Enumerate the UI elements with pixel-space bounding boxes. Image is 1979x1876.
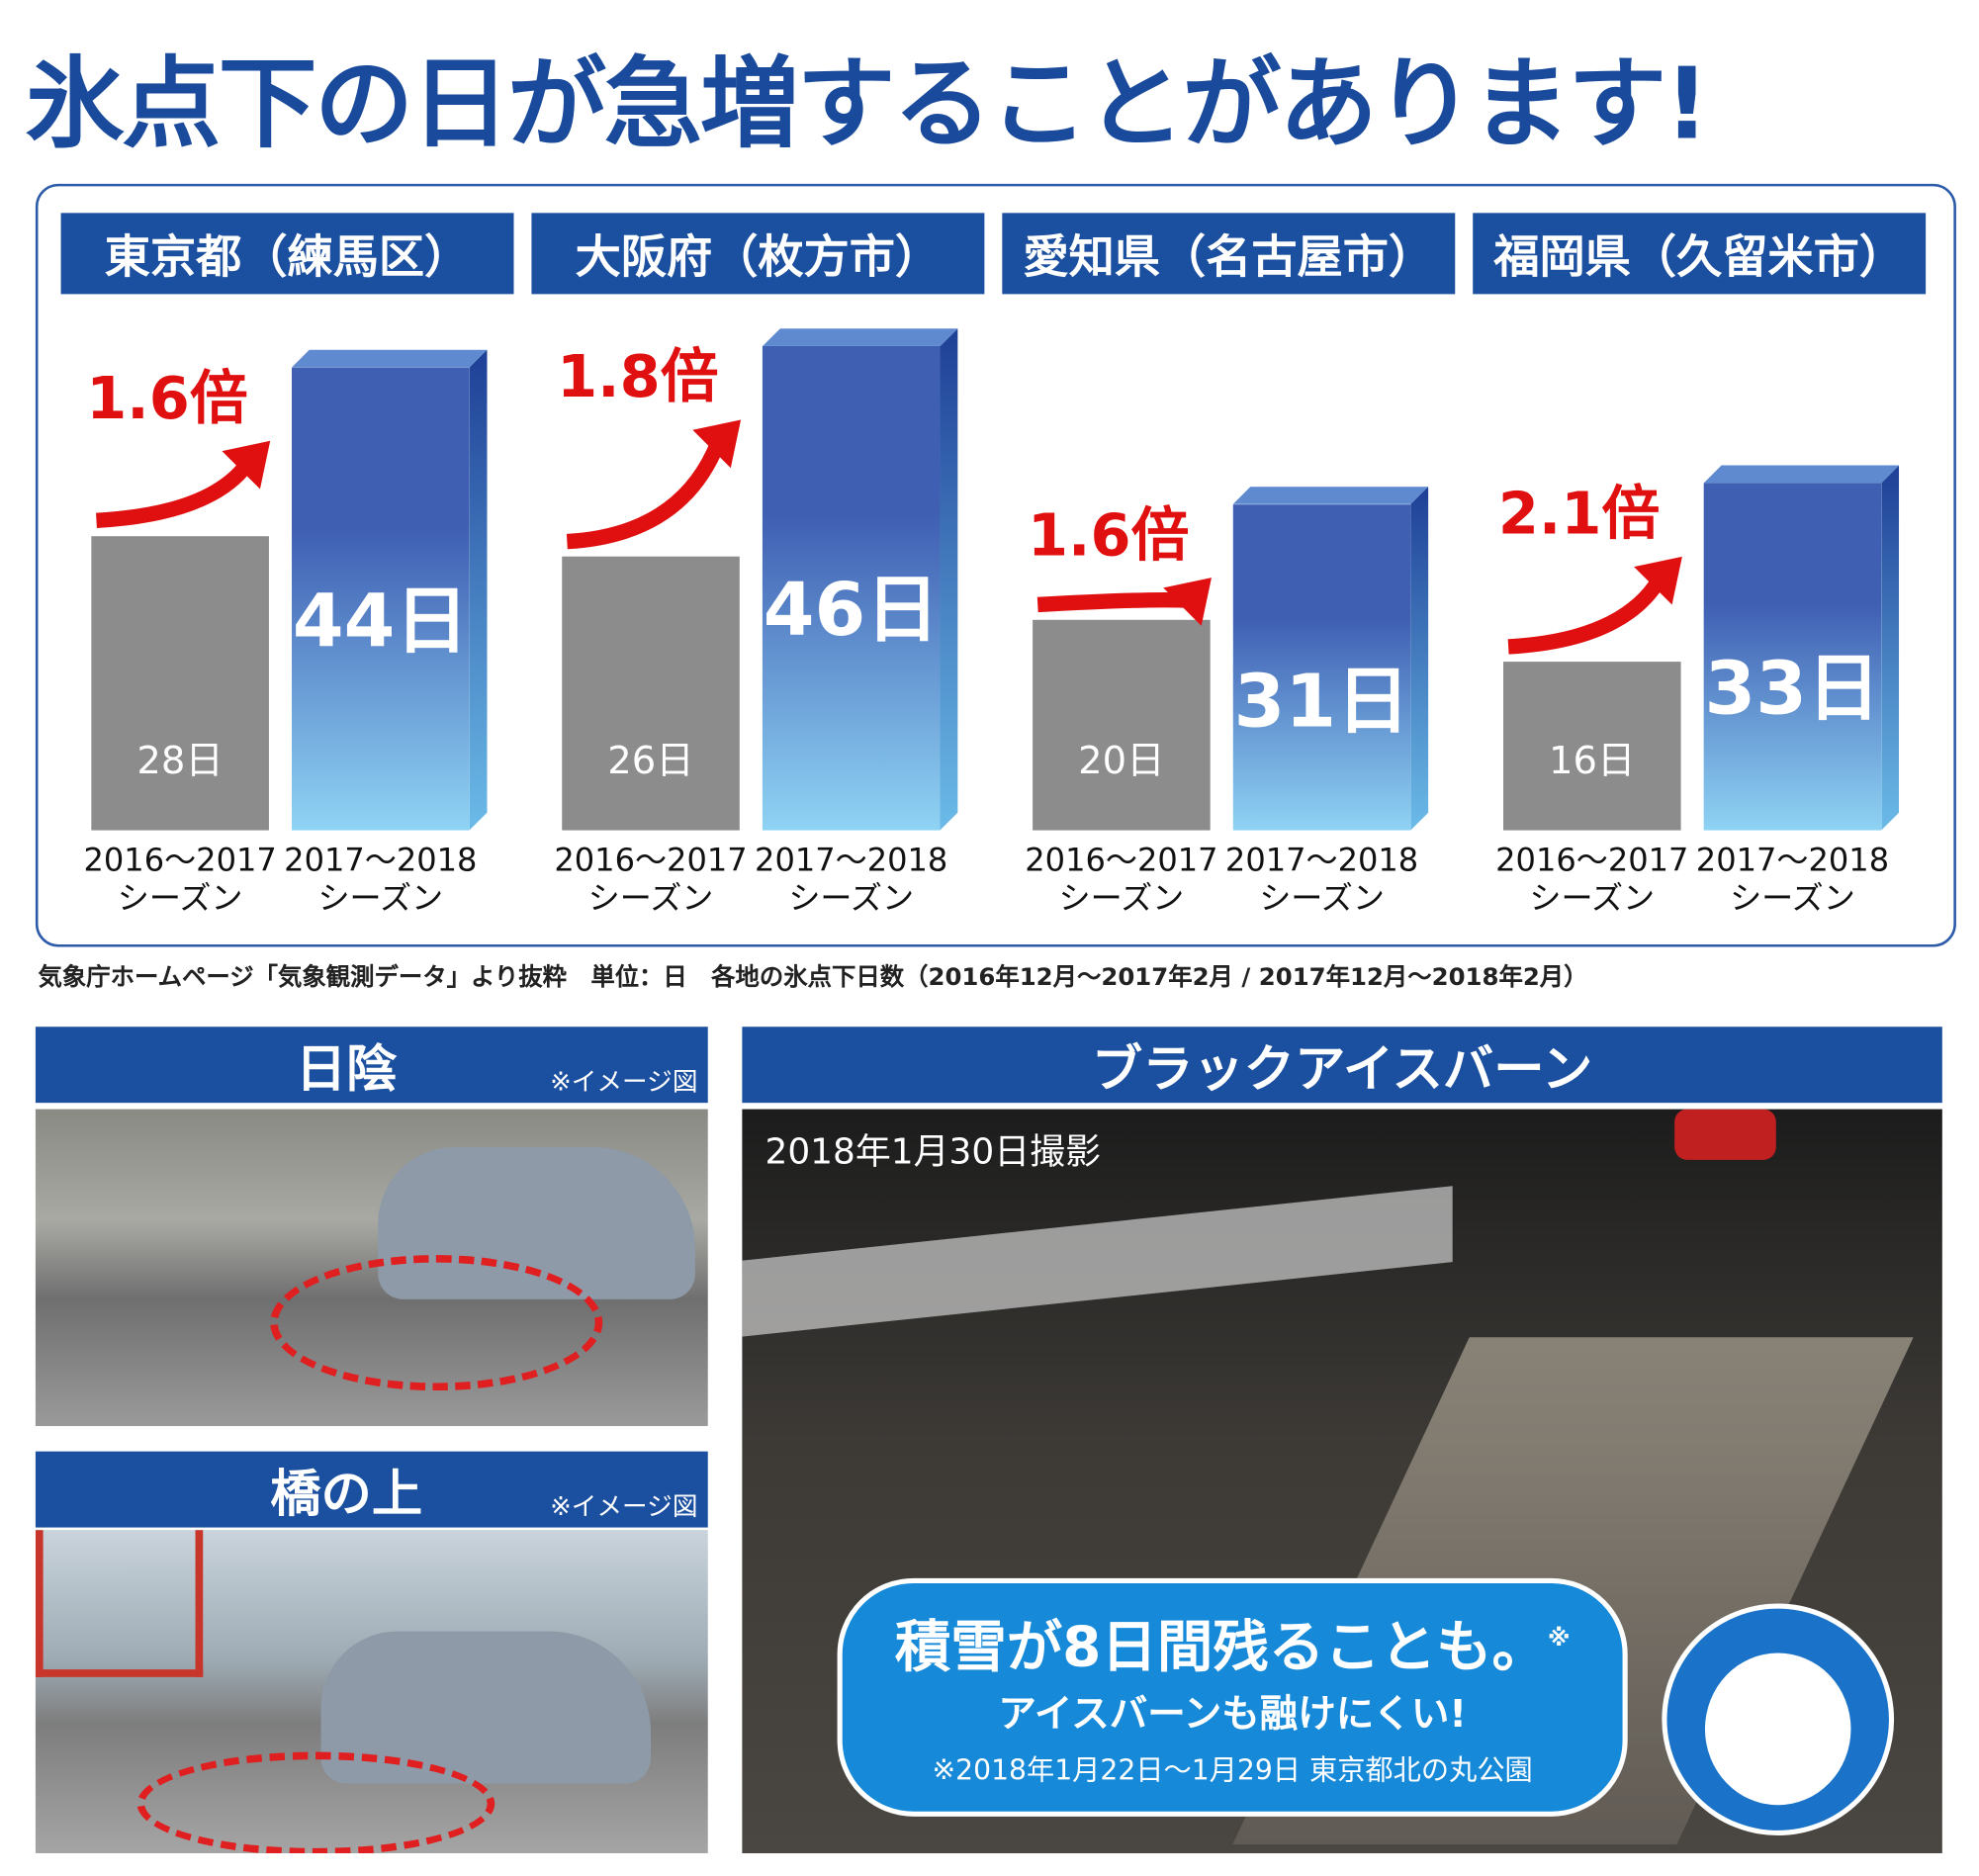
chart-header: 大阪府（枚方市） xyxy=(531,213,985,295)
category-label: 2017～2018 シーズン xyxy=(1224,842,1419,917)
category-label: 2016～2017 シーズン xyxy=(83,842,277,917)
bar xyxy=(292,367,470,831)
photo-date: 2018年1月30日撮影 xyxy=(765,1130,1102,1173)
bridge-tower xyxy=(35,1530,204,1677)
value-label: 16日 xyxy=(1549,739,1636,784)
chart-header: 東京都（練馬区） xyxy=(60,213,514,295)
character-icon xyxy=(1662,1603,1895,1836)
photo-title: 橋の上 xyxy=(270,1465,423,1524)
bar-side xyxy=(1410,487,1428,831)
category-label: 2017～2018 シーズン xyxy=(1695,842,1890,917)
arrow-shaft xyxy=(96,459,254,528)
bar xyxy=(1703,483,1882,831)
category-label: 2016～2017 シーズン xyxy=(1025,842,1218,917)
arrow-head xyxy=(222,440,271,490)
category-label: 2017～2018 シーズン xyxy=(755,842,948,917)
ratio-label: 1.6倍 xyxy=(86,363,248,432)
photo-note: ※イメージ図 xyxy=(550,1490,698,1522)
car-light xyxy=(1674,1109,1776,1160)
bar-side xyxy=(470,350,488,831)
category-label: 2016～2017 シーズン xyxy=(1495,842,1689,917)
value-label: 31日 xyxy=(1233,657,1410,745)
callout: 積雪が8日間残ることも。※ アイスバーンも融けにくい! ※2018年1月22日～… xyxy=(837,1577,1628,1817)
ratio-label: 2.1倍 xyxy=(1497,479,1661,548)
arrow-head xyxy=(1163,578,1212,626)
arrow xyxy=(1507,556,1682,655)
photo-header: 日陰 ※イメージ図 xyxy=(35,1027,708,1104)
ratio-label: 1.8倍 xyxy=(557,342,719,411)
value-label: 44日 xyxy=(292,578,469,665)
bar-top xyxy=(1232,486,1429,504)
chart-header: 愛知県（名古屋市） xyxy=(1002,213,1456,295)
bar xyxy=(91,535,269,831)
bar xyxy=(1502,662,1681,831)
chart-frame xyxy=(35,183,1956,947)
bar-side xyxy=(1881,466,1899,831)
bar xyxy=(1232,503,1411,831)
arrow xyxy=(1036,578,1212,626)
bar-top xyxy=(1703,465,1900,484)
value-label: 33日 xyxy=(1704,645,1881,732)
ice-circle xyxy=(136,1751,495,1853)
callout-headline: 積雪が8日間残ることも。 xyxy=(894,1615,1548,1680)
arrow xyxy=(96,440,271,528)
callout-subline: アイスバーンも融けにくい! xyxy=(998,1692,1467,1738)
ratio-label: 1.6倍 xyxy=(1027,499,1190,570)
bar-side xyxy=(940,328,957,830)
callout-mark: ※ xyxy=(1547,1625,1571,1653)
bar-top xyxy=(292,349,488,368)
bar xyxy=(562,556,740,831)
arrow-head xyxy=(692,419,742,469)
photo-note: ※イメージ図 xyxy=(550,1065,698,1097)
photo-header: ブラックアイスバーン xyxy=(742,1027,1942,1104)
category-label: 2017～2018 シーズン xyxy=(284,842,478,917)
arrow-shaft xyxy=(566,439,726,550)
bar-top xyxy=(762,328,958,347)
photo-title: ブラックアイスバーン xyxy=(1091,1040,1593,1100)
source-note: 気象庁ホームページ「気象観測データ」より抜粋 単位：日 各地の氷点下日数（201… xyxy=(38,963,1588,992)
value-label: 28日 xyxy=(136,739,224,784)
bridge-photo xyxy=(35,1530,708,1853)
category-label: 2016～2017 シーズン xyxy=(554,842,748,917)
snow-bank xyxy=(742,1186,1453,1337)
bar xyxy=(762,346,941,831)
value-label: 26日 xyxy=(607,739,694,784)
photo-title: 日陰 xyxy=(295,1040,398,1100)
ice-circle xyxy=(270,1254,603,1391)
value-label: 46日 xyxy=(763,566,940,653)
callout-footnote: ※2018年1月22日～1月29日 東京都北の丸公園 xyxy=(932,1755,1533,1788)
shade-photo xyxy=(35,1109,708,1427)
main-title: 氷点下の日が急増することがあります! xyxy=(25,47,1710,163)
arrow-head xyxy=(1634,556,1682,605)
chart-header: 福岡県（久留米市） xyxy=(1473,213,1927,295)
arrow xyxy=(566,419,742,550)
character-face xyxy=(1704,1653,1851,1806)
photo-header: 橋の上 ※イメージ図 xyxy=(35,1451,708,1528)
value-label: 20日 xyxy=(1078,739,1165,784)
arrow-shaft xyxy=(1507,575,1666,655)
bar xyxy=(1033,619,1211,831)
